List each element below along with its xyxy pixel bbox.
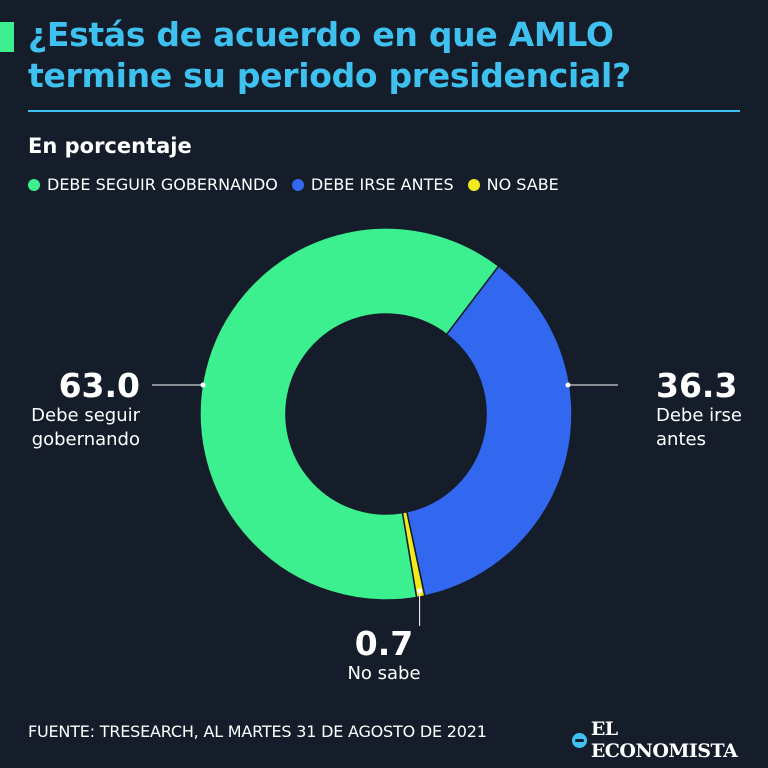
source-note: FUENTE: TRESEARCH, AL MARTES 31 DE AGOST… xyxy=(28,722,487,741)
label-nosabe: 0.7 No sabe xyxy=(334,626,434,686)
legend-label-seguir: DEBE SEGUIR GOBERNANDO xyxy=(47,175,278,194)
brand-name: EL ECONOMISTA xyxy=(590,718,738,762)
legend: DEBE SEGUIR GOBERNANDO DEBE IRSE ANTES N… xyxy=(28,175,573,194)
legend-swatch-nosabe xyxy=(467,178,480,191)
slice-seguir xyxy=(199,227,500,601)
value-seguir: 63.0 xyxy=(58,366,140,405)
label-seguir: 63.0 Debe seguir gobernando xyxy=(31,368,140,452)
legend-item-nosabe: NO SABE xyxy=(467,175,559,194)
slice-irse xyxy=(405,264,573,597)
slice-nosabe xyxy=(401,510,426,599)
legend-swatch-seguir xyxy=(28,178,40,191)
seguir-dot xyxy=(200,382,206,388)
value-irse: 36.3 xyxy=(656,366,738,405)
text-irse-line1: Debe irse xyxy=(656,405,743,426)
text-nosabe: No sabe xyxy=(347,663,421,684)
legend-label-nosabe: NO SABE xyxy=(486,175,559,194)
text-seguir-line2: gobernando xyxy=(31,429,140,450)
value-nosabe: 0.7 xyxy=(354,624,414,663)
nosabe-dot xyxy=(417,588,423,594)
title-accent-bar xyxy=(0,22,14,52)
brand-icon xyxy=(572,732,587,748)
irse-dot xyxy=(565,382,571,388)
brand-logo: EL ECONOMISTA xyxy=(572,718,768,762)
title-divider xyxy=(28,110,740,112)
legend-item-seguir: DEBE SEGUIR GOBERNANDO xyxy=(28,175,278,194)
legend-swatch-irse xyxy=(291,178,304,191)
chart-subtitle: En porcentaje xyxy=(28,134,192,158)
label-irse: 36.3 Debe irse antes xyxy=(656,368,742,452)
text-irse-line2: antes xyxy=(656,429,706,450)
legend-label-irse: DEBE IRSE ANTES xyxy=(310,175,454,194)
chart-title: ¿Estás de acuerdo en que AMLO termine su… xyxy=(28,15,631,95)
text-seguir-line1: Debe seguir xyxy=(31,405,140,426)
legend-item-irse: DEBE IRSE ANTES xyxy=(291,175,454,194)
